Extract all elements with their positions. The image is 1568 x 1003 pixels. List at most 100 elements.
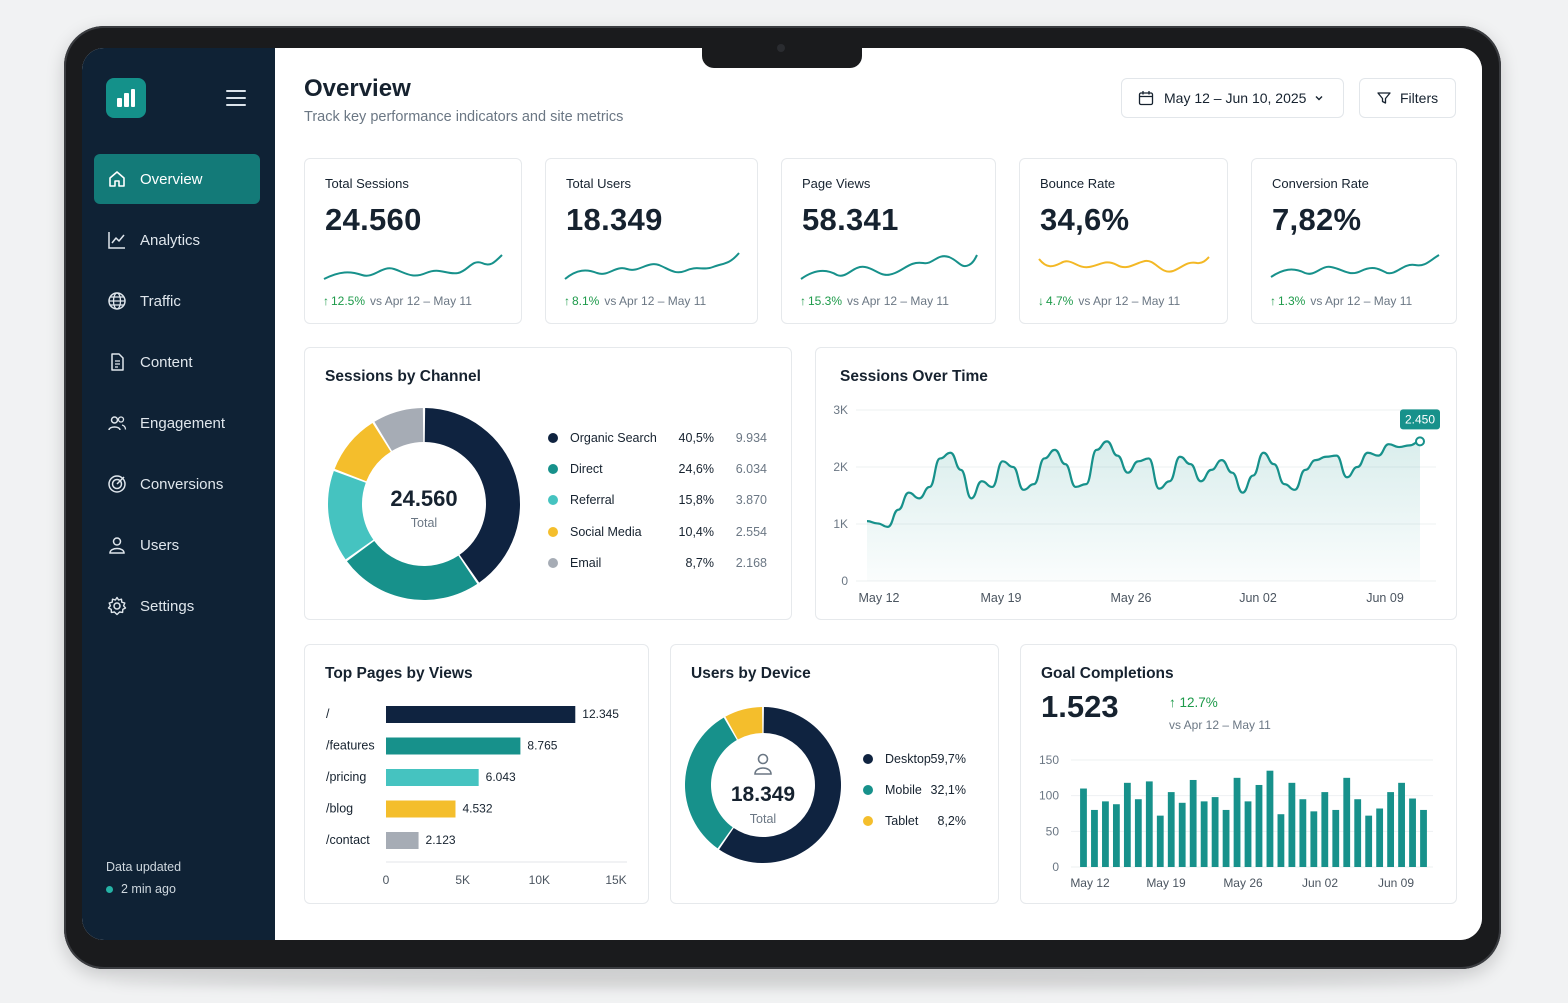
channel-slice[interactable]	[346, 540, 478, 600]
kpi-delta: ↑ 8.1% vs Apr 12 – May 11	[564, 294, 706, 308]
channel-slice[interactable]	[374, 408, 424, 451]
goal-bar[interactable]	[1200, 801, 1208, 867]
chevron-down-icon	[1315, 96, 1323, 101]
bar-category-label: /	[326, 707, 330, 721]
page-bar[interactable]	[386, 737, 521, 755]
sessions-line[interactable]	[866, 440, 1421, 528]
sidebar-item-label: Settings	[140, 597, 195, 615]
goal-bar[interactable]	[1420, 809, 1427, 867]
x-tick-label: May 26	[1111, 591, 1152, 605]
card-title: Sessions Over Time	[840, 368, 988, 385]
goal-bar[interactable]	[1112, 804, 1120, 867]
kpi-value: 18.349	[566, 202, 663, 237]
kpi-sparkline	[323, 254, 503, 280]
legend-item[interactable]: Email 8,7% 2.168	[548, 556, 767, 570]
channel-slice[interactable]	[424, 408, 520, 583]
legend-item[interactable]: Desktop 59,7%	[863, 752, 966, 766]
legend-item[interactable]: Referral 15,8% 3.870	[548, 493, 767, 507]
sidebar-item-users[interactable]: Users	[94, 520, 260, 570]
goal-bar[interactable]	[1211, 797, 1219, 867]
sidebar-item-overview[interactable]: Overview	[94, 154, 260, 204]
goal-bar[interactable]	[1167, 792, 1175, 867]
goal-bar[interactable]	[1376, 808, 1384, 867]
calendar-icon	[1138, 91, 1154, 106]
goal-bar[interactable]	[1189, 779, 1197, 867]
device-slice[interactable]	[719, 707, 841, 863]
page-bar[interactable]	[386, 832, 419, 849]
channel-slice[interactable]	[334, 423, 391, 482]
menu-toggle-icon[interactable]	[226, 90, 246, 111]
channel-slice[interactable]	[328, 471, 374, 560]
device-slice[interactable]	[725, 707, 763, 740]
last-point-marker[interactable]	[1415, 436, 1425, 447]
sidebar-item-engagement[interactable]: Engagement	[94, 398, 260, 448]
globe-icon	[108, 292, 126, 310]
app-screen: Overview Analytics Traffic Content Engag…	[82, 48, 1482, 940]
goal-bar[interactable]	[1398, 782, 1405, 867]
sidebar-item-label: Engagement	[140, 414, 226, 432]
filter-icon	[1377, 92, 1391, 104]
sidebar-item-content[interactable]: Content	[94, 337, 260, 387]
page-bar[interactable]	[386, 706, 576, 723]
bar-category-label: /contact	[326, 833, 370, 847]
legend-percent: 59,7%	[930, 752, 966, 766]
goal-bar[interactable]	[1255, 784, 1263, 867]
goal-bar[interactable]	[1102, 801, 1109, 867]
kpi-delta-value: 4.7%	[1046, 294, 1074, 308]
goal-delta: ↑ 12.7%	[1169, 695, 1218, 710]
goal-bar[interactable]	[1277, 814, 1285, 867]
legend-item[interactable]: Organic Search 40,5% 9.934	[548, 431, 767, 445]
goal-bar[interactable]	[1244, 801, 1252, 867]
card-title: Sessions by Channel	[325, 368, 481, 385]
legend-count: 9.934	[735, 431, 767, 445]
arrow-up-icon: ↑	[1169, 695, 1180, 710]
goal-bar[interactable]	[1123, 782, 1131, 867]
goal-bar[interactable]	[1222, 809, 1230, 867]
device-total-label: Total	[749, 812, 777, 826]
goal-bar[interactable]	[1134, 799, 1142, 867]
sidebar-item-traffic[interactable]: Traffic	[94, 276, 260, 326]
goal-bar[interactable]	[1080, 788, 1087, 867]
legend-item[interactable]: Direct 24,6% 6.034	[548, 462, 767, 476]
goal-bar[interactable]	[1178, 802, 1186, 867]
y-tick-label: 2K	[833, 460, 848, 474]
goal-bar[interactable]	[1266, 770, 1274, 867]
bar-category-label: /blog	[326, 802, 353, 816]
goal-bar[interactable]	[1332, 809, 1340, 867]
legend-dot-icon	[863, 816, 873, 826]
goal-bar[interactable]	[1310, 811, 1318, 867]
app-logo[interactable]	[106, 78, 146, 118]
legend-dot-icon	[548, 464, 558, 475]
page-bar[interactable]	[386, 800, 456, 818]
goal-bar[interactable]	[1233, 777, 1241, 867]
card-title: Users by Device	[691, 665, 811, 682]
goal-bar[interactable]	[1321, 792, 1329, 867]
goal-bar[interactable]	[1288, 782, 1296, 867]
bar-value-label: 4.532	[462, 802, 492, 816]
legend-item[interactable]: Tablet 8,2%	[863, 814, 966, 828]
goal-bar[interactable]	[1365, 815, 1373, 867]
goal-bar[interactable]	[1354, 799, 1362, 867]
goal-bar[interactable]	[1387, 792, 1395, 867]
page-bar[interactable]	[386, 769, 479, 786]
page-title: Overview	[304, 75, 411, 102]
goal-bar[interactable]	[1343, 777, 1351, 867]
device-slice[interactable]	[685, 717, 737, 849]
legend-item[interactable]: Mobile 32,1%	[863, 783, 966, 797]
legend-item[interactable]: Social Media 10,4% 2.554	[548, 525, 767, 539]
date-range-picker[interactable]: May 12 – Jun 10, 2025	[1121, 78, 1344, 118]
filters-button[interactable]: Filters	[1359, 78, 1456, 118]
sidebar-item-settings[interactable]: Settings	[94, 581, 260, 631]
kpi-value: 7,82%	[1272, 202, 1362, 237]
legend-count: 2.168	[735, 555, 767, 570]
goal-bar[interactable]	[1156, 815, 1164, 867]
goal-bar[interactable]	[1145, 781, 1153, 867]
kpi-delta: ↑ 1.3% vs Apr 12 – May 11	[1270, 294, 1412, 308]
goal-bar[interactable]	[1091, 809, 1098, 867]
goal-bar[interactable]	[1409, 798, 1416, 867]
filters-label: Filters	[1400, 90, 1439, 106]
sidebar-item-conversions[interactable]: Conversions	[94, 459, 260, 509]
sidebar-item-analytics[interactable]: Analytics	[94, 215, 260, 265]
goal-bar[interactable]	[1299, 799, 1307, 867]
kpi-card-page-views: Page Views 58.341 ↑ 15.3% vs Apr 12 – May …	[781, 158, 996, 324]
